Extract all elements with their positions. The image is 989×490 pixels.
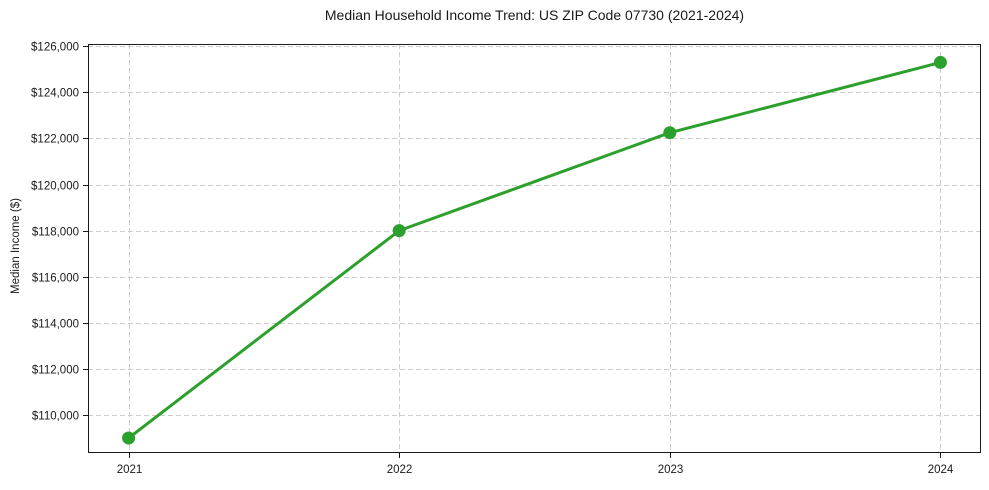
y-tick-label: $126,000 — [31, 42, 79, 54]
chart-title: Median Household Income Trend: US ZIP Co… — [324, 7, 745, 23]
trend-line — [127, 60, 942, 440]
y-tick-label: $122,000 — [31, 134, 79, 146]
data-point-marker — [933, 55, 947, 69]
y-axis-label: Median Income ($) — [10, 198, 22, 294]
x-tick-label: 2024 — [928, 464, 954, 476]
axes-spines — [88, 44, 981, 453]
y-tick-label: $116,000 — [32, 273, 79, 285]
data-point-marker — [122, 431, 136, 445]
y-tick-label: $114,000 — [32, 319, 79, 331]
x-tick-label: 2023 — [658, 464, 684, 476]
y-tick-label: $120,000 — [31, 181, 79, 193]
y-tick-label: $112,000 — [32, 365, 79, 377]
data-point-marker — [392, 224, 406, 238]
data-point-marker — [663, 126, 677, 140]
y-tick-label: $110,000 — [32, 411, 79, 423]
x-tick-label: 2022 — [387, 464, 413, 476]
x-tick-label: 2021 — [117, 464, 143, 476]
y-tick-label: $124,000 — [31, 88, 79, 100]
y-tick-label: $118,000 — [32, 227, 79, 239]
